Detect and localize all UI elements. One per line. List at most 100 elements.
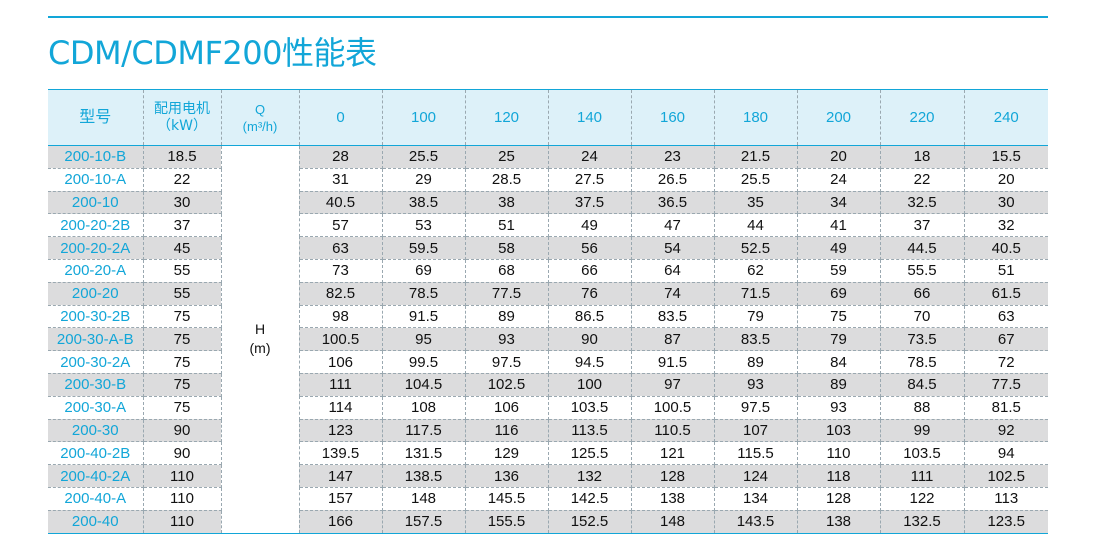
- table-row: 200-20-2B 37 57 53 51 49 47 44 41 37 32: [48, 213, 1048, 238]
- head-value-cell: 89: [797, 373, 881, 397]
- model-cell: 200-20-A: [48, 259, 144, 283]
- head-value-cell: 110.5: [631, 419, 715, 443]
- head-value-cell: 79: [714, 305, 798, 329]
- head-value-cell: 134: [714, 487, 798, 511]
- head-value-cell: 155.5: [465, 510, 549, 534]
- head-value-cell: 139.5: [299, 441, 383, 466]
- head-value-cell: 22: [880, 168, 965, 192]
- head-value-cell: 79: [797, 327, 881, 352]
- model-cell: 200-40-A: [48, 487, 144, 511]
- model-cell: 200-30-B: [48, 373, 144, 397]
- head-value-cell: 93: [714, 373, 798, 397]
- head-value-cell: 142.5: [548, 487, 632, 511]
- head-value-cell: 67: [964, 327, 1048, 352]
- table-row: 200-30-A-B 75 100.5 95 93 90 87 83.5 79 73.5 67: [48, 327, 1048, 352]
- head-value-cell: 128: [797, 487, 881, 511]
- head-value-cell: 84: [797, 350, 881, 374]
- head-value-cell: 40.5: [964, 236, 1048, 260]
- head-value-cell: 59.5: [382, 236, 466, 260]
- head-value-cell: 106: [299, 350, 383, 374]
- head-value-cell: 61.5: [964, 282, 1048, 306]
- table-row: 200-30 90 123 117.5 116 113.5 110.5 107 103 99 92: [48, 419, 1048, 443]
- head-value-cell: 20: [797, 145, 881, 169]
- head-value-cell: 29: [382, 168, 466, 192]
- header-flow: Q (m³/h): [221, 89, 300, 146]
- head-value-cell: 15.5: [964, 145, 1048, 169]
- head-value-cell: 92: [964, 419, 1048, 443]
- table-row: 200-30-2A 75 106 99.5 97.5 94.5 91.5 89 84 78.5 72: [48, 350, 1048, 374]
- power-cell: 18.5: [143, 145, 222, 169]
- header-flow-value: 200: [797, 89, 881, 146]
- head-value-cell: 100: [548, 373, 632, 397]
- head-value-cell: 38.5: [382, 191, 466, 215]
- power-cell: 90: [143, 441, 222, 466]
- head-value-cell: 93: [465, 327, 549, 352]
- head-value-cell: 23: [631, 145, 715, 169]
- head-value-cell: 84.5: [880, 373, 965, 397]
- model-cell: 200-20-2B: [48, 213, 144, 238]
- head-value-cell: 35: [714, 191, 798, 215]
- head-value-cell: 136: [465, 464, 549, 488]
- head-value-cell: 114: [299, 396, 383, 420]
- head-value-cell: 94: [964, 441, 1048, 466]
- head-value-cell: 69: [382, 259, 466, 283]
- table-header-row: 型号 配用电机 （kW） Q (m³/h) 0 100 120 140 160 …: [48, 89, 1048, 146]
- head-value-cell: 36.5: [631, 191, 715, 215]
- model-cell: 200-30-2A: [48, 350, 144, 374]
- power-cell: 55: [143, 259, 222, 283]
- table-row: 200-40-A 110 157 148 145.5 142.5 138 134 128 122 1…: [48, 487, 1048, 511]
- head-symbol: H: [254, 321, 266, 338]
- head-value-cell: 115.5: [714, 441, 798, 466]
- head-value-cell: 117.5: [382, 419, 466, 443]
- model-cell: 200-10-B: [48, 145, 144, 169]
- header-flow-value: 140: [548, 89, 632, 146]
- head-value-cell: 78.5: [880, 350, 965, 374]
- head-value-cell: 28: [299, 145, 383, 169]
- header-flow-value: 120: [465, 89, 549, 146]
- head-value-cell: 55.5: [880, 259, 965, 283]
- head-value-cell: 97: [631, 373, 715, 397]
- head-value-cell: 103: [797, 419, 881, 443]
- head-value-cell: 103.5: [880, 441, 965, 466]
- head-value-cell: 95: [382, 327, 466, 352]
- head-value-cell: 124: [714, 464, 798, 488]
- head-value-cell: 152.5: [548, 510, 632, 534]
- header-flow-value: 160: [631, 89, 715, 146]
- head-value-cell: 128: [631, 464, 715, 488]
- model-cell: 200-20-2A: [48, 236, 144, 260]
- head-value-cell: 99.5: [382, 350, 466, 374]
- head-value-cell: 64: [631, 259, 715, 283]
- head-value-cell: 20: [964, 168, 1048, 192]
- table-row: 200-10-A 22 31 29 28.5 27.5 26.5 25.5 24 22 20: [48, 168, 1048, 192]
- head-value-cell: 106: [465, 396, 549, 420]
- head-value-cell: 98: [299, 305, 383, 329]
- power-cell: 110: [143, 487, 222, 511]
- model-cell: 200-40-2A: [48, 464, 144, 488]
- power-cell: 75: [143, 373, 222, 397]
- head-value-cell: 57: [299, 213, 383, 238]
- head-value-cell: 51: [465, 213, 549, 238]
- model-cell: 200-10: [48, 191, 144, 215]
- head-value-cell: 131.5: [382, 441, 466, 466]
- head-value-cell: 30: [964, 191, 1048, 215]
- head-value-cell: 123: [299, 419, 383, 443]
- head-value-cell: 68: [465, 259, 549, 283]
- head-value-cell: 77.5: [964, 373, 1048, 397]
- model-cell: 200-20: [48, 282, 144, 306]
- power-cell: 75: [143, 305, 222, 329]
- head-value-cell: 34: [797, 191, 881, 215]
- head-value-cell: 83.5: [631, 305, 715, 329]
- model-cell: 200-10-A: [48, 168, 144, 192]
- head-value-cell: 138.5: [382, 464, 466, 488]
- head-value-cell: 25: [465, 145, 549, 169]
- head-value-cell: 77.5: [465, 282, 549, 306]
- head-value-cell: 71.5: [714, 282, 798, 306]
- head-value-cell: 110: [797, 441, 881, 466]
- header-flow-value: 0: [299, 89, 383, 146]
- head-value-cell: 166: [299, 510, 383, 534]
- head-value-cell: 44: [714, 213, 798, 238]
- head-value-cell: 78.5: [382, 282, 466, 306]
- head-value-cell: 132.5: [880, 510, 965, 534]
- head-value-cell: 73: [299, 259, 383, 283]
- table-row: 200-10 30 40.5 38.5 38 37.5 36.5 35 34 32.5 30: [48, 191, 1048, 215]
